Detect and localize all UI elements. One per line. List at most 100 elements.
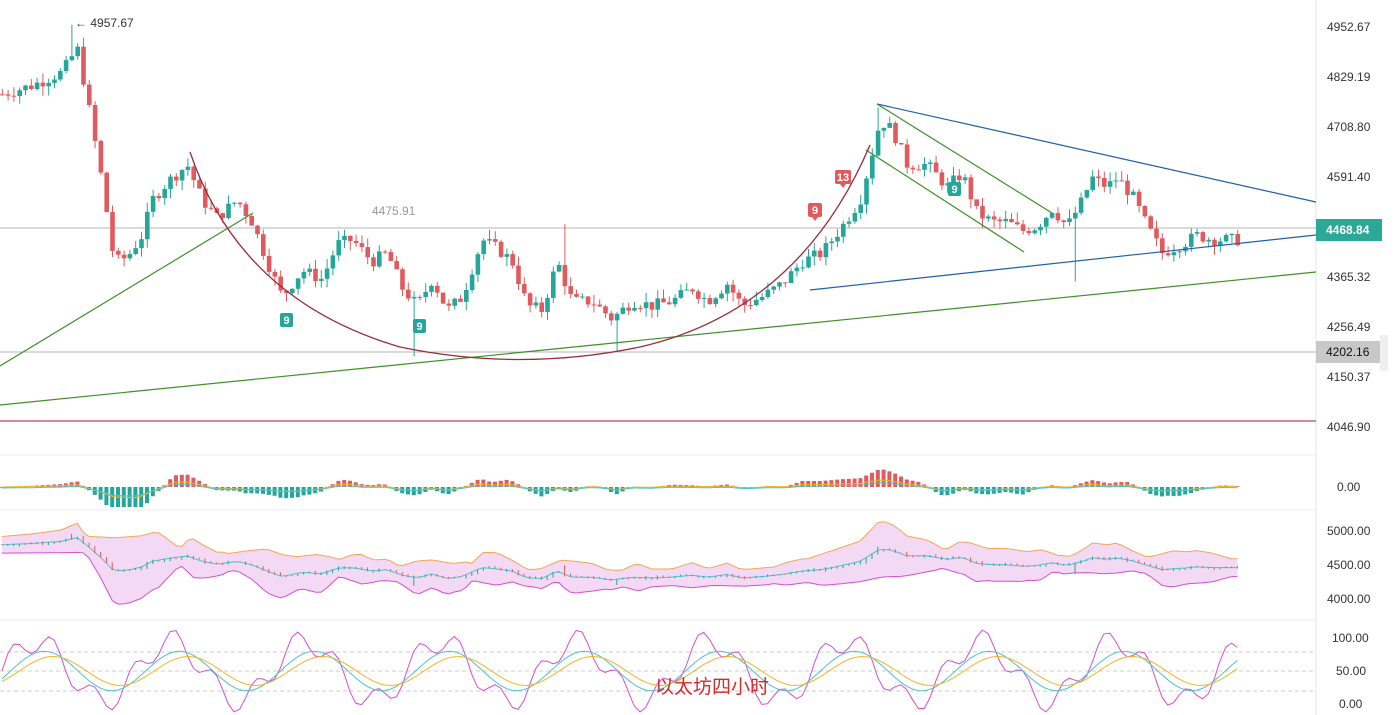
candle[interactable] [661,289,666,303]
candle[interactable] [1119,170,1124,182]
candle[interactable] [139,231,144,257]
axis-scroll-handle[interactable] [1380,335,1388,371]
candle[interactable] [846,217,852,228]
candle[interactable] [1084,189,1090,199]
candle[interactable] [725,281,730,302]
candle[interactable] [800,259,805,272]
candle[interactable] [290,288,295,295]
candle[interactable] [168,174,173,199]
candle[interactable] [1189,228,1194,252]
candle[interactable] [342,229,347,249]
candle[interactable] [301,268,307,284]
candle[interactable] [533,296,539,309]
candle[interactable] [475,251,481,282]
candle[interactable] [261,229,266,260]
candle[interactable] [382,249,388,254]
candle[interactable] [620,302,626,315]
candle[interactable] [1096,169,1101,187]
candle[interactable] [736,289,742,306]
candle[interactable] [1142,205,1148,219]
candle[interactable] [75,43,80,60]
candle[interactable] [887,116,892,128]
candle[interactable] [278,270,283,294]
candle[interactable] [243,201,249,224]
candle[interactable] [452,297,457,310]
candle[interactable] [922,157,927,177]
candle[interactable] [806,249,811,269]
candle[interactable] [667,296,672,305]
candle[interactable] [87,80,92,108]
candle[interactable] [237,202,243,208]
trendline-green-long[interactable] [0,271,1316,406]
channel-green-upper[interactable] [876,103,1053,214]
candle[interactable] [968,174,974,209]
candle[interactable] [0,88,5,96]
candle[interactable] [1102,171,1107,193]
candle[interactable] [1160,233,1165,260]
candle[interactable] [1154,220,1159,247]
candle[interactable] [469,269,475,293]
candle[interactable] [1194,228,1200,237]
candle[interactable] [1229,233,1235,244]
candle[interactable] [40,73,46,96]
candle[interactable] [232,202,237,207]
candle[interactable] [429,284,434,297]
candle[interactable] [580,293,585,300]
candle[interactable] [1044,216,1049,234]
candle[interactable] [150,189,156,218]
trendline-green-short[interactable] [0,212,254,367]
candle[interactable] [406,282,411,302]
candle[interactable] [23,84,28,96]
candle[interactable] [516,256,521,291]
candle[interactable] [435,281,440,298]
candle[interactable] [1223,232,1229,243]
candle[interactable] [591,294,597,313]
candle[interactable] [864,176,869,214]
candle[interactable] [98,139,104,175]
candle[interactable] [272,268,278,286]
candle[interactable] [353,234,359,247]
candle[interactable] [562,224,568,296]
candle[interactable] [162,185,167,205]
candle[interactable] [295,278,301,295]
candle[interactable] [1200,230,1206,244]
candle[interactable] [527,292,533,313]
candle[interactable] [63,55,69,74]
candle[interactable] [110,205,115,258]
candle[interactable] [185,158,191,176]
candle[interactable] [1136,188,1142,213]
candle[interactable] [1049,212,1055,220]
candle[interactable] [841,220,846,243]
candle[interactable] [255,224,260,239]
candle[interactable] [991,211,997,228]
candle[interactable] [817,247,823,261]
candle[interactable] [1148,215,1153,230]
candle[interactable] [359,235,365,252]
candle[interactable] [127,249,133,261]
candle[interactable] [104,171,109,213]
candle[interactable] [742,296,747,313]
candle[interactable] [574,289,579,298]
candle[interactable] [609,311,614,326]
candle[interactable] [1131,189,1136,196]
candle[interactable] [1113,171,1119,189]
candle[interactable] [34,77,40,91]
candle[interactable] [678,284,684,300]
candle[interactable] [365,238,370,265]
candle[interactable] [498,239,504,259]
candle[interactable] [875,107,881,157]
candle[interactable] [17,87,22,104]
candle[interactable] [1073,206,1078,282]
candle[interactable] [904,139,910,174]
candle[interactable] [1038,224,1043,236]
candle[interactable] [423,283,428,303]
rounding-bottom-arc[interactable] [189,144,871,361]
candle[interactable] [980,198,985,229]
candle[interactable] [29,78,34,91]
candle[interactable] [986,214,991,222]
candle[interactable] [440,292,446,305]
candle[interactable] [939,169,945,191]
candle[interactable] [1125,174,1130,205]
candle[interactable] [962,173,968,184]
